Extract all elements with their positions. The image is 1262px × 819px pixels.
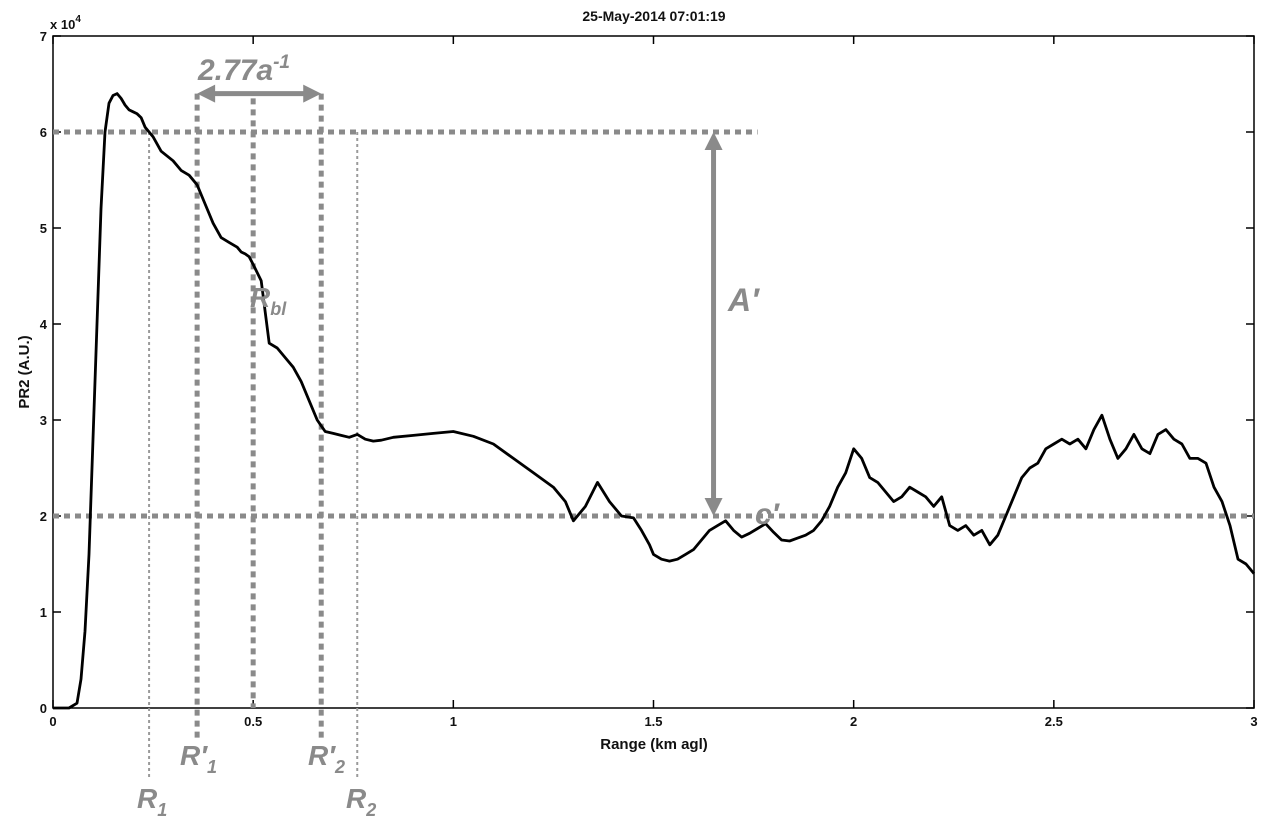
y-tick-label-5: 5: [40, 221, 47, 236]
x-axis-ticks: 0 0.5 1 1.5 2 2.5 3: [49, 36, 1258, 729]
r1-sub: 1: [157, 800, 167, 819]
y-axis-label: PR2 (A.U.): [16, 335, 33, 408]
width-arrow-left-head: [197, 84, 216, 103]
y-exponent-text: 4: [75, 14, 81, 25]
plot-frame: [52, 35, 1255, 709]
x-tick-label-4: 2: [850, 714, 857, 729]
width-double-arrow: [197, 84, 322, 103]
r-prime-1-label: R′1: [180, 740, 217, 777]
chart-title: 25-May-2014 07:01:19: [582, 8, 725, 24]
y-tick-label-0: 0: [40, 701, 47, 716]
width-label: 2.77a-1: [197, 52, 290, 87]
x-tick-label-6: 3: [1250, 714, 1257, 729]
y-multiplier-label: x 104: [50, 14, 81, 32]
y-multiplier-text: x 10: [50, 17, 75, 32]
amplitude-double-arrow: [704, 132, 723, 516]
r-prime-1-sub: 1: [207, 757, 217, 777]
r2-label: R2: [346, 783, 376, 819]
x-tick-label-1: 0.5: [244, 714, 262, 729]
width-arrow-right-head: [303, 84, 322, 103]
y-tick-label-7: 7: [40, 29, 47, 44]
r-prime-2-label: R′2: [308, 740, 345, 777]
x-tick-label-2: 1: [450, 714, 457, 729]
x-tick-label-5: 2.5: [1045, 714, 1063, 729]
y-tick-label-4: 4: [40, 317, 48, 332]
x-axis-label: Range (km agl): [600, 736, 708, 753]
width-label-sup: -1: [273, 52, 290, 73]
y-tick-label-2: 2: [40, 509, 47, 524]
r-prime-1-text: R′: [180, 740, 208, 771]
r-prime-2-text: R′: [308, 740, 336, 771]
offset-label: c′: [755, 498, 781, 531]
rbl-label-text: R: [250, 282, 271, 313]
r-prime-2-sub: 2: [334, 757, 345, 777]
r2-sub: 2: [365, 800, 376, 819]
r2-text: R: [346, 783, 367, 814]
amplitude-arrow-top-head: [704, 132, 723, 150]
amplitude-arrow-bottom-head: [704, 498, 723, 516]
y-tick-label-6: 6: [40, 125, 47, 140]
rbl-label: Rbl: [250, 282, 287, 319]
x-tick-label-3: 1.5: [644, 714, 662, 729]
r1-text: R: [137, 783, 158, 814]
r1-label: R1: [137, 783, 167, 819]
width-label-text: 2.77a: [197, 54, 273, 87]
y-tick-label-3: 3: [40, 413, 47, 428]
x-tick-label-0: 0: [49, 714, 56, 729]
rbl-label-sub: bl: [270, 299, 287, 319]
series-line-pr2: [53, 92, 1256, 710]
y-tick-label-1: 1: [40, 605, 47, 620]
amp-label: A′: [727, 282, 760, 318]
y-axis-ticks: 0 1 2 3 4 5 6 7: [40, 29, 1254, 716]
